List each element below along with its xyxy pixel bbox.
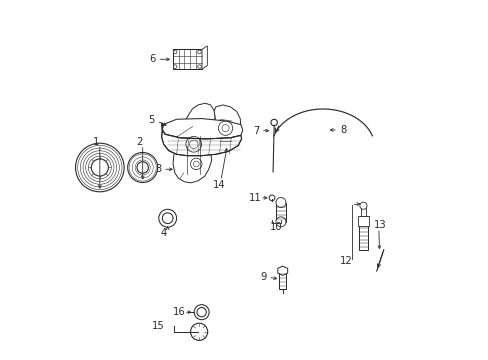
Polygon shape (279, 271, 285, 289)
Polygon shape (360, 206, 366, 216)
Circle shape (173, 50, 177, 54)
Bar (172, 49, 202, 69)
Text: 16: 16 (172, 307, 185, 317)
Circle shape (359, 202, 366, 209)
Text: 13: 13 (373, 220, 386, 230)
Text: 15: 15 (152, 321, 164, 331)
Text: 1: 1 (93, 137, 99, 147)
Polygon shape (277, 266, 287, 275)
Polygon shape (208, 105, 241, 151)
Circle shape (197, 65, 201, 68)
Circle shape (173, 65, 177, 68)
Text: 3: 3 (155, 164, 161, 174)
Text: 5: 5 (148, 115, 155, 125)
Polygon shape (358, 216, 367, 249)
Text: 4: 4 (161, 228, 166, 238)
Text: 7: 7 (253, 126, 259, 136)
Polygon shape (202, 46, 207, 69)
Text: 10: 10 (269, 222, 282, 232)
Polygon shape (275, 203, 285, 222)
Circle shape (275, 198, 285, 207)
Circle shape (275, 217, 285, 227)
Text: 11: 11 (248, 193, 261, 203)
Text: 9: 9 (260, 272, 266, 282)
Circle shape (197, 50, 201, 54)
Polygon shape (173, 103, 215, 183)
Text: 14: 14 (213, 180, 225, 190)
Circle shape (190, 323, 207, 341)
Text: 2: 2 (136, 138, 142, 148)
Polygon shape (162, 118, 242, 139)
Text: 6: 6 (149, 54, 155, 64)
Polygon shape (162, 123, 241, 156)
Polygon shape (357, 216, 368, 226)
Text: 12: 12 (340, 256, 352, 266)
Text: 8: 8 (339, 125, 346, 135)
